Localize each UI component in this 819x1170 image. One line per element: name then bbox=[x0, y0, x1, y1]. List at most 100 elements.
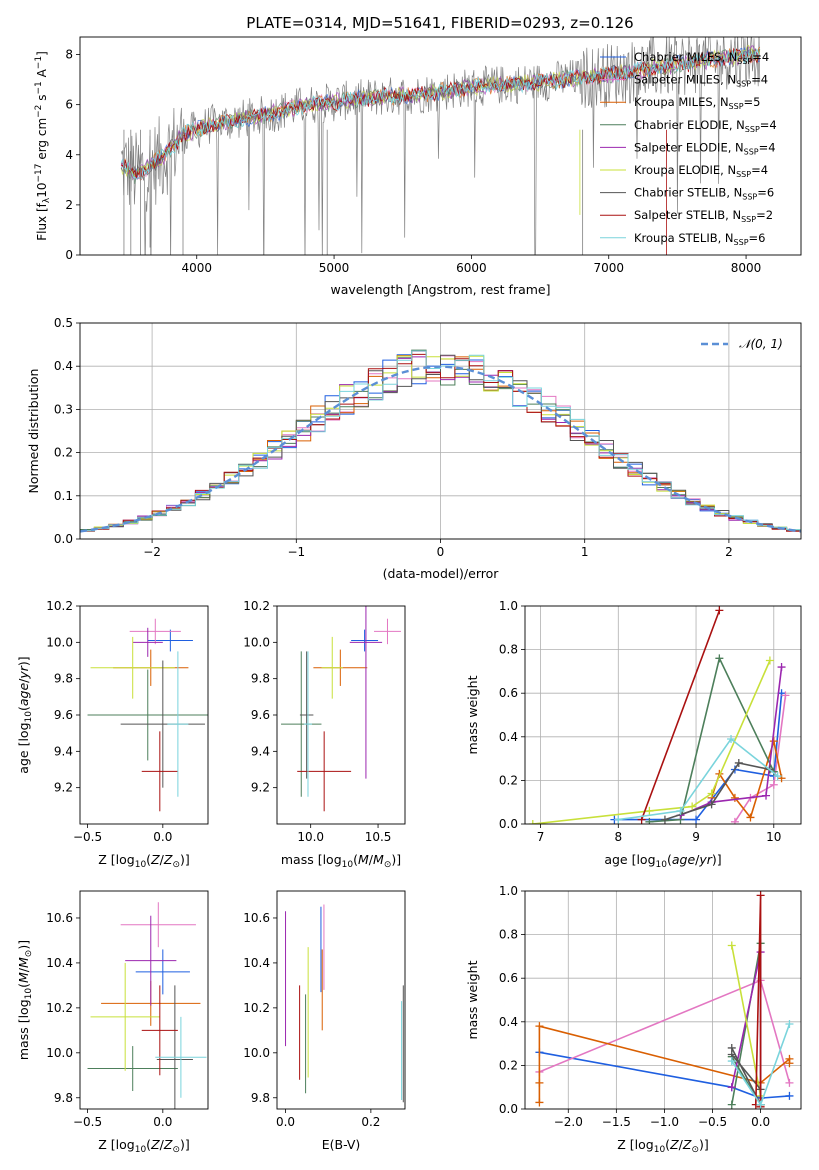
x-tick-label: −1.0 bbox=[650, 1115, 679, 1129]
y-tick-label: 0.6 bbox=[499, 971, 518, 985]
x-tick-label: −0.5 bbox=[73, 1115, 102, 1129]
x-tick-label: 6000 bbox=[456, 261, 487, 275]
weight-marker bbox=[777, 663, 786, 672]
y-tick-label: 10.2 bbox=[46, 599, 73, 613]
y-tick-label: 0.6 bbox=[499, 686, 518, 700]
y-tick-label: 0.2 bbox=[499, 1058, 518, 1072]
y-tick-label: 0.0 bbox=[54, 532, 73, 546]
x-axis-label: Z [log10(Z/Z⊙)] bbox=[98, 1137, 190, 1155]
axes-frame bbox=[276, 605, 406, 825]
x-tick-label: −1.5 bbox=[602, 1115, 631, 1129]
panel-spectrum: 4000 5000 6000 7000 8000 0 2 4 6 8 wavelength [Ang… bbox=[34, 36, 802, 297]
weight-marker bbox=[660, 815, 669, 824]
model-spectrum bbox=[120, 44, 761, 179]
weight-marker bbox=[688, 802, 697, 811]
weight-marker bbox=[692, 815, 701, 824]
weight-series bbox=[664, 762, 771, 821]
weight-marker bbox=[756, 1100, 765, 1109]
panel-mass-vs-ebv: 0.0 0.2 9.8 10.0 10.2 10.4 10.6 E(B-V) bbox=[243, 890, 406, 1152]
y-tick-label: 10.2 bbox=[46, 1001, 73, 1015]
x-tick-label: 2 bbox=[725, 545, 733, 559]
axes-frame bbox=[79, 322, 802, 540]
x-tick-label: −2.0 bbox=[554, 1115, 583, 1129]
y-tick-label: 0.2 bbox=[54, 446, 73, 460]
y-tick-label: 0.4 bbox=[499, 730, 518, 744]
errorbars bbox=[285, 904, 404, 1103]
panel-mass-vs-Z: −0.5 0.0 9.8 10.0 10.2 10.4 10.6 Z [log10(Z/Z⊙)… bbox=[16, 890, 209, 1155]
x-tick-label: 4000 bbox=[181, 261, 212, 275]
y-tick-label: 4 bbox=[65, 148, 73, 162]
legend-label: Kroupa MILES, NSSP=5 bbox=[634, 95, 760, 111]
y-axis-label: Normed distribution bbox=[26, 369, 41, 494]
panel-weight-vs-age: 7 8 9 10 0.0 0.2 0.4 0.6 0.8 1.0 age [log10(age/yr… bbox=[465, 599, 802, 870]
y-tick-label: 9.8 bbox=[54, 1091, 73, 1105]
weight-marker bbox=[715, 606, 724, 615]
weight-series bbox=[539, 1051, 790, 1099]
y-tick-label: 10.6 bbox=[243, 911, 270, 925]
x-tick-label: −0.5 bbox=[698, 1115, 727, 1129]
x-axis-label: Z [log10(Z/Z⊙)] bbox=[98, 852, 190, 870]
y-tick-label: 10.0 bbox=[243, 635, 270, 649]
y-axis-label: mass weight bbox=[465, 960, 480, 1039]
axes-frame bbox=[79, 890, 209, 1110]
y-tick-label: 1.0 bbox=[499, 884, 518, 898]
y-tick-label: 0.8 bbox=[499, 928, 518, 942]
legend-label: Salpeter ELODIE, NSSP=4 bbox=[634, 140, 776, 156]
x-axis-label: mass [log10(M/M⊙)] bbox=[281, 852, 401, 870]
weight-marker bbox=[528, 820, 537, 824]
x-tick-label: 0.0 bbox=[751, 1115, 770, 1129]
y-tick-label: 10.2 bbox=[243, 1001, 270, 1015]
x-tick-label: 0.0 bbox=[153, 1115, 172, 1129]
x-axis-label: (data-model)/error bbox=[383, 566, 500, 581]
x-tick-label: 8000 bbox=[731, 261, 762, 275]
x-tick-label: 1 bbox=[581, 545, 589, 559]
weight-lines bbox=[528, 606, 790, 824]
errorbars bbox=[87, 902, 207, 1109]
weight-marker bbox=[727, 1043, 736, 1052]
x-tick-label: 0.0 bbox=[276, 1115, 295, 1129]
spectrum-lines bbox=[120, 37, 761, 255]
weight-marker bbox=[769, 780, 778, 789]
legend-label: Chabrier MILES, NSSP=4 bbox=[634, 50, 769, 66]
weight-series bbox=[618, 737, 779, 821]
weight-lines bbox=[535, 891, 794, 1109]
weight-series bbox=[614, 693, 783, 821]
y-tick-label: 10.4 bbox=[243, 956, 270, 970]
weight-marker bbox=[535, 1022, 544, 1031]
x-tick-label: 10 bbox=[766, 830, 781, 844]
x-axis-label: Z [log10(Z/Z⊙)] bbox=[617, 1137, 709, 1155]
x-axis-label: age [log10(age/yr)] bbox=[604, 852, 721, 870]
panel-weight-vs-Z: −2.0 −1.5 −1.0 −0.5 0.0 0.0 0.2 0.4 0.6 0.8 1.0 Z [… bbox=[465, 884, 802, 1155]
weight-marker bbox=[715, 654, 724, 663]
y-tick-label: 0.1 bbox=[54, 489, 73, 503]
y-tick-label: 9.4 bbox=[54, 744, 73, 758]
x-tick-label: 10.5 bbox=[365, 830, 392, 844]
weight-marker bbox=[727, 1083, 736, 1092]
panel-residuals: −2 −1 0 1 2 0.0 0.1 0.2 0.3 0.4 0.5 𝒩(0, 1) (data-mo… bbox=[26, 316, 802, 581]
y-tick-label: 9.2 bbox=[54, 781, 73, 795]
axes-frame bbox=[524, 605, 802, 825]
axes-frame bbox=[276, 890, 406, 1110]
y-tick-label: 0.5 bbox=[54, 316, 73, 330]
weight-series bbox=[734, 695, 787, 823]
weight-marker bbox=[730, 817, 739, 824]
y-tick-label: 10.0 bbox=[46, 635, 73, 649]
panel-age-vs-Z: −0.5 0.0 9.2 9.4 9.6 9.8 10.0 10.2 Z [log10(Z/Z⊙… bbox=[16, 599, 209, 870]
errorbars bbox=[87, 618, 208, 812]
weight-marker bbox=[785, 1059, 794, 1068]
x-tick-label: 8 bbox=[614, 830, 622, 844]
weight-marker bbox=[535, 1078, 544, 1087]
y-axis-label: Flux [fλ10−17 erg cm−2 s−1 A−1] bbox=[34, 51, 52, 241]
y-tick-label: 0.2 bbox=[499, 773, 518, 787]
axes-frame bbox=[524, 890, 802, 1110]
y-tick-label: 9.4 bbox=[251, 744, 270, 758]
y-tick-label: 9.8 bbox=[54, 672, 73, 686]
y-tick-label: 2 bbox=[65, 198, 73, 212]
legend-label: 𝒩(0, 1) bbox=[739, 337, 783, 351]
weight-marker bbox=[707, 800, 716, 809]
y-tick-label: 0.4 bbox=[499, 1015, 518, 1029]
normal-curve bbox=[80, 365, 801, 533]
y-axis-label: mass weight bbox=[465, 675, 480, 754]
weight-marker bbox=[773, 772, 782, 781]
